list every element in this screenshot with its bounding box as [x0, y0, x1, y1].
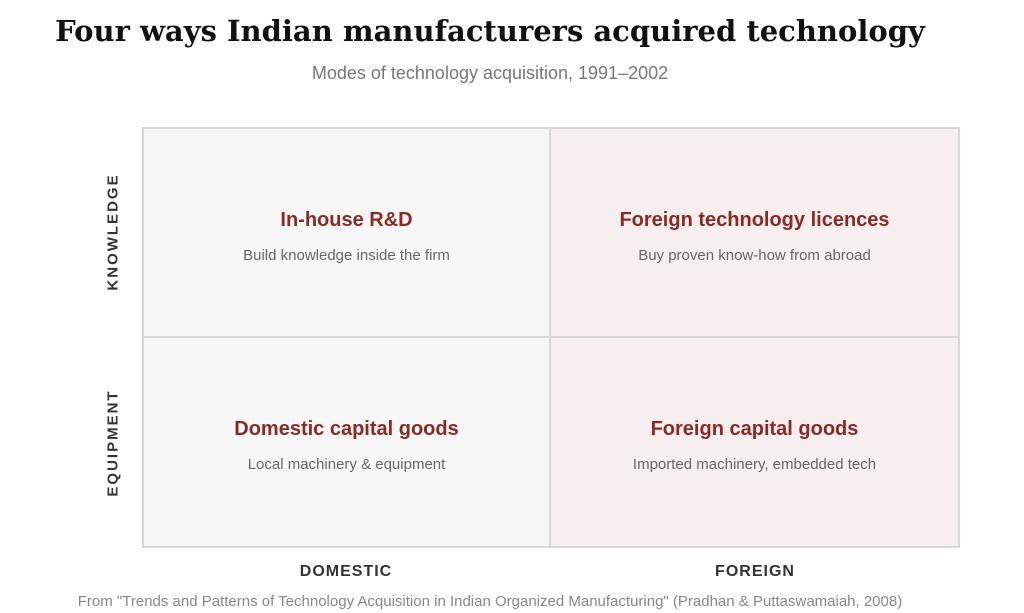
column-label-foreign: FOREIGN [715, 563, 795, 580]
quadrant-description: Buy proven know-how from abroad [638, 247, 871, 264]
row-label-knowledge: KNOWLEDGE [104, 173, 122, 291]
quadrant-title: Foreign capital goods [650, 417, 859, 440]
quadrant-equipment-domestic: Domestic capital goods Local machinery &… [144, 337, 551, 546]
quadrant-title: In-house R&D [280, 209, 413, 231]
page-title: Four ways Indian manufacturers acquired … [55, 14, 925, 48]
quadrant-grid: In-house R&D Build knowledge inside the … [142, 127, 960, 548]
source-note: From "Trends and Patterns of Technology … [77, 593, 903, 610]
page-subtitle: Modes of technology acquisition, 1991–20… [311, 63, 669, 83]
quadrant-description: Imported machinery, embedded tech [632, 455, 877, 473]
column-label-domestic: DOMESTIC [299, 563, 393, 580]
quadrant-title: Foreign technology licences [619, 209, 890, 231]
quadrant-description: Build knowledge inside the firm [243, 247, 450, 264]
quadrant-description: Local machinery & equipment [247, 455, 446, 473]
row-label-equipment: EQUIPMENT [104, 389, 122, 497]
quadrant-knowledge-domestic: In-house R&D Build knowledge inside the … [144, 129, 551, 338]
quadrant-title: Domestic capital goods [234, 417, 459, 440]
quadrant-equipment-foreign: Foreign capital goods Imported machinery… [551, 337, 958, 546]
quadrant-knowledge-foreign: Foreign technology licences Buy proven k… [551, 129, 958, 338]
